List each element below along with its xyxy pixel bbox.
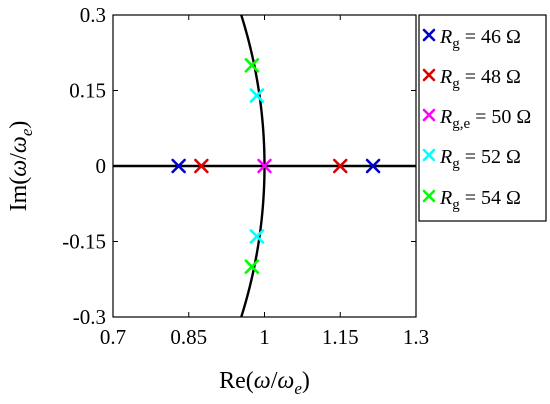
legend-entry: Rg = 46 Ω bbox=[422, 26, 521, 52]
data-point bbox=[249, 229, 265, 244]
x-tick-label: 1.15 bbox=[322, 325, 359, 349]
legend-box bbox=[418, 14, 547, 222]
legend-entry: Rg = 48 Ω bbox=[422, 66, 521, 92]
x-axis-label: Re(ω/ωe) bbox=[219, 368, 310, 398]
legend-label: Rg,e = 50 Ω bbox=[439, 106, 531, 132]
y-tick-label: 0.3 bbox=[80, 3, 106, 27]
data-point bbox=[249, 88, 265, 103]
data-point bbox=[244, 259, 260, 274]
data-markers bbox=[171, 58, 381, 274]
legend-entries: Rg = 46 Ω Rg = 48 Ω Rg,e = 50 Ω Rg = 52 Ω Rg… bbox=[422, 26, 531, 213]
legend-marker bbox=[422, 148, 436, 162]
legend-entry: Rg,e = 50 Ω bbox=[422, 106, 531, 132]
legend-marker bbox=[422, 28, 436, 42]
y-tick-label: 0.15 bbox=[69, 79, 106, 103]
reference-lines bbox=[113, 15, 416, 317]
x-tick-label: 1.3 bbox=[403, 325, 429, 349]
legend-marker bbox=[422, 189, 436, 203]
data-point bbox=[257, 158, 272, 174]
axis-ticks: 0.7 0.85 1 1.15 1.3 0.3 0.15 0 -0.15 -0.3 bbox=[62, 3, 429, 349]
y-tick-label: -0.15 bbox=[62, 230, 106, 254]
y-tick-label: -0.3 bbox=[73, 305, 106, 329]
y-tick-label: 0 bbox=[96, 154, 107, 178]
data-point bbox=[365, 158, 381, 174]
legend-label: Rg = 46 Ω bbox=[439, 26, 521, 52]
x-tick-label: 0.7 bbox=[100, 325, 126, 349]
x-tick-label: 0.85 bbox=[170, 325, 207, 349]
data-point bbox=[194, 158, 209, 174]
legend-entry: Rg = 52 Ω bbox=[422, 146, 521, 172]
legend-label: Rg = 54 Ω bbox=[439, 187, 521, 213]
legend: Rg = 46 Ω Rg = 48 Ω Rg,e = 50 Ω Rg = 52 Ω Rg… bbox=[418, 14, 547, 222]
data-point bbox=[171, 158, 186, 174]
legend-label: Rg = 48 Ω bbox=[439, 66, 521, 92]
x-tick-label: 1 bbox=[259, 325, 270, 349]
data-point bbox=[332, 158, 348, 174]
y-axis-label: Im(ω/ωe) bbox=[6, 121, 36, 212]
legend-label: Rg = 52 Ω bbox=[439, 146, 521, 172]
data-point bbox=[244, 58, 260, 73]
legend-entry: Rg = 54 Ω bbox=[422, 187, 521, 213]
legend-marker bbox=[422, 68, 436, 82]
legend-marker bbox=[422, 108, 436, 122]
